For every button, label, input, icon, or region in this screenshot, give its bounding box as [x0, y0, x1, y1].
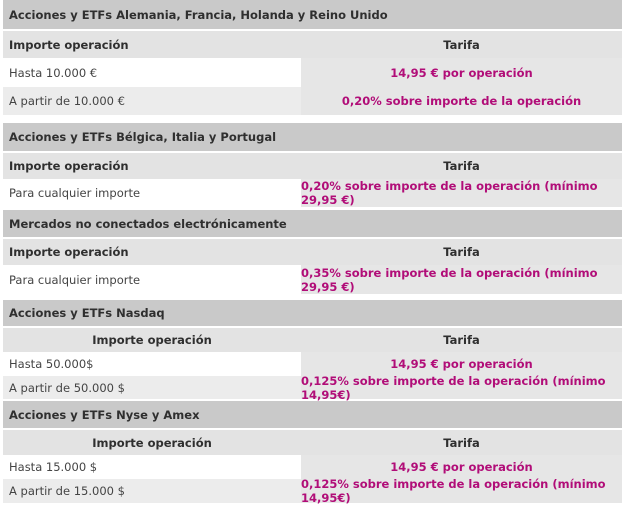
tarifa-cell: 0,20% sobre importe de la operación: [301, 87, 622, 115]
importe-cell: Hasta 50.000$: [3, 352, 301, 376]
section-title: Mercados no conectados electrónicamente: [3, 210, 622, 237]
column-header-tarifa: Tarifa: [301, 328, 622, 352]
tarifa-cell: 0,35% sobre importe de la operación (mín…: [301, 265, 622, 294]
tarifas-table: Acciones y ETFs Alemania, Francia, Holan…: [3, 0, 622, 505]
table-header-row: Importe operación Tarifa: [3, 239, 622, 265]
column-header-importe: Importe operación: [3, 153, 301, 179]
tarifa-cell: 0,125% sobre importe de la operación (mí…: [301, 374, 622, 402]
table-row: Hasta 50.000$ 14,95 € por operación: [3, 352, 622, 376]
section-title: Acciones y ETFs Nyse y Amex: [3, 401, 622, 428]
table-header-row: Importe operación Tarifa: [3, 328, 622, 352]
section-title: Acciones y ETFs Bélgica, Italia y Portug…: [3, 123, 622, 151]
tarifa-cell: 14,95 € por operación: [301, 352, 622, 376]
table-header-row: Importe operación Tarifa: [3, 31, 622, 58]
importe-cell: A partir de 50.000 $: [3, 376, 301, 399]
importe-cell: Para cualquier importe: [3, 265, 301, 294]
column-header-importe: Importe operación: [3, 239, 301, 265]
tarifa-cell: 14,95 € por operación: [301, 58, 622, 87]
column-header-tarifa: Tarifa: [301, 239, 622, 265]
column-header-importe: Importe operación: [3, 328, 301, 352]
importe-cell: A partir de 10.000 €: [3, 87, 301, 115]
section-title: Acciones y ETFs Alemania, Francia, Holan…: [3, 0, 622, 29]
table-row: A partir de 10.000 € 0,20% sobre importe…: [3, 87, 622, 115]
table-row: Hasta 15.000 $ 14,95 € por operación: [3, 455, 622, 479]
importe-cell: Para cualquier importe: [3, 179, 301, 207]
column-header-tarifa: Tarifa: [301, 31, 622, 58]
table-header-row: Importe operación Tarifa: [3, 430, 622, 455]
tarifa-cell: 0,20% sobre importe de la operación (mín…: [301, 179, 622, 207]
table-row: A partir de 15.000 $ 0,125% sobre import…: [3, 477, 622, 505]
column-header-tarifa: Tarifa: [301, 153, 622, 179]
table-header-row: Importe operación Tarifa: [3, 153, 622, 179]
column-header-importe: Importe operación: [3, 430, 301, 455]
section-title: Acciones y ETFs Nasdaq: [3, 300, 622, 326]
column-header-importe: Importe operación: [3, 31, 301, 58]
table-row: Para cualquier importe 0,35% sobre impor…: [3, 265, 622, 294]
importe-cell: Hasta 15.000 $: [3, 455, 301, 479]
column-header-tarifa: Tarifa: [301, 430, 622, 455]
table-row: Para cualquier importe 0,20% sobre impor…: [3, 179, 622, 207]
importe-cell: A partir de 15.000 $: [3, 479, 301, 503]
importe-cell: Hasta 10.000 €: [3, 58, 301, 87]
tarifa-cell: 0,125% sobre importe de la operación (mí…: [301, 477, 622, 505]
table-row: Hasta 10.000 € 14,95 € por operación: [3, 58, 622, 87]
table-row: A partir de 50.000 $ 0,125% sobre import…: [3, 374, 622, 402]
tarifa-cell: 14,95 € por operación: [301, 455, 622, 479]
